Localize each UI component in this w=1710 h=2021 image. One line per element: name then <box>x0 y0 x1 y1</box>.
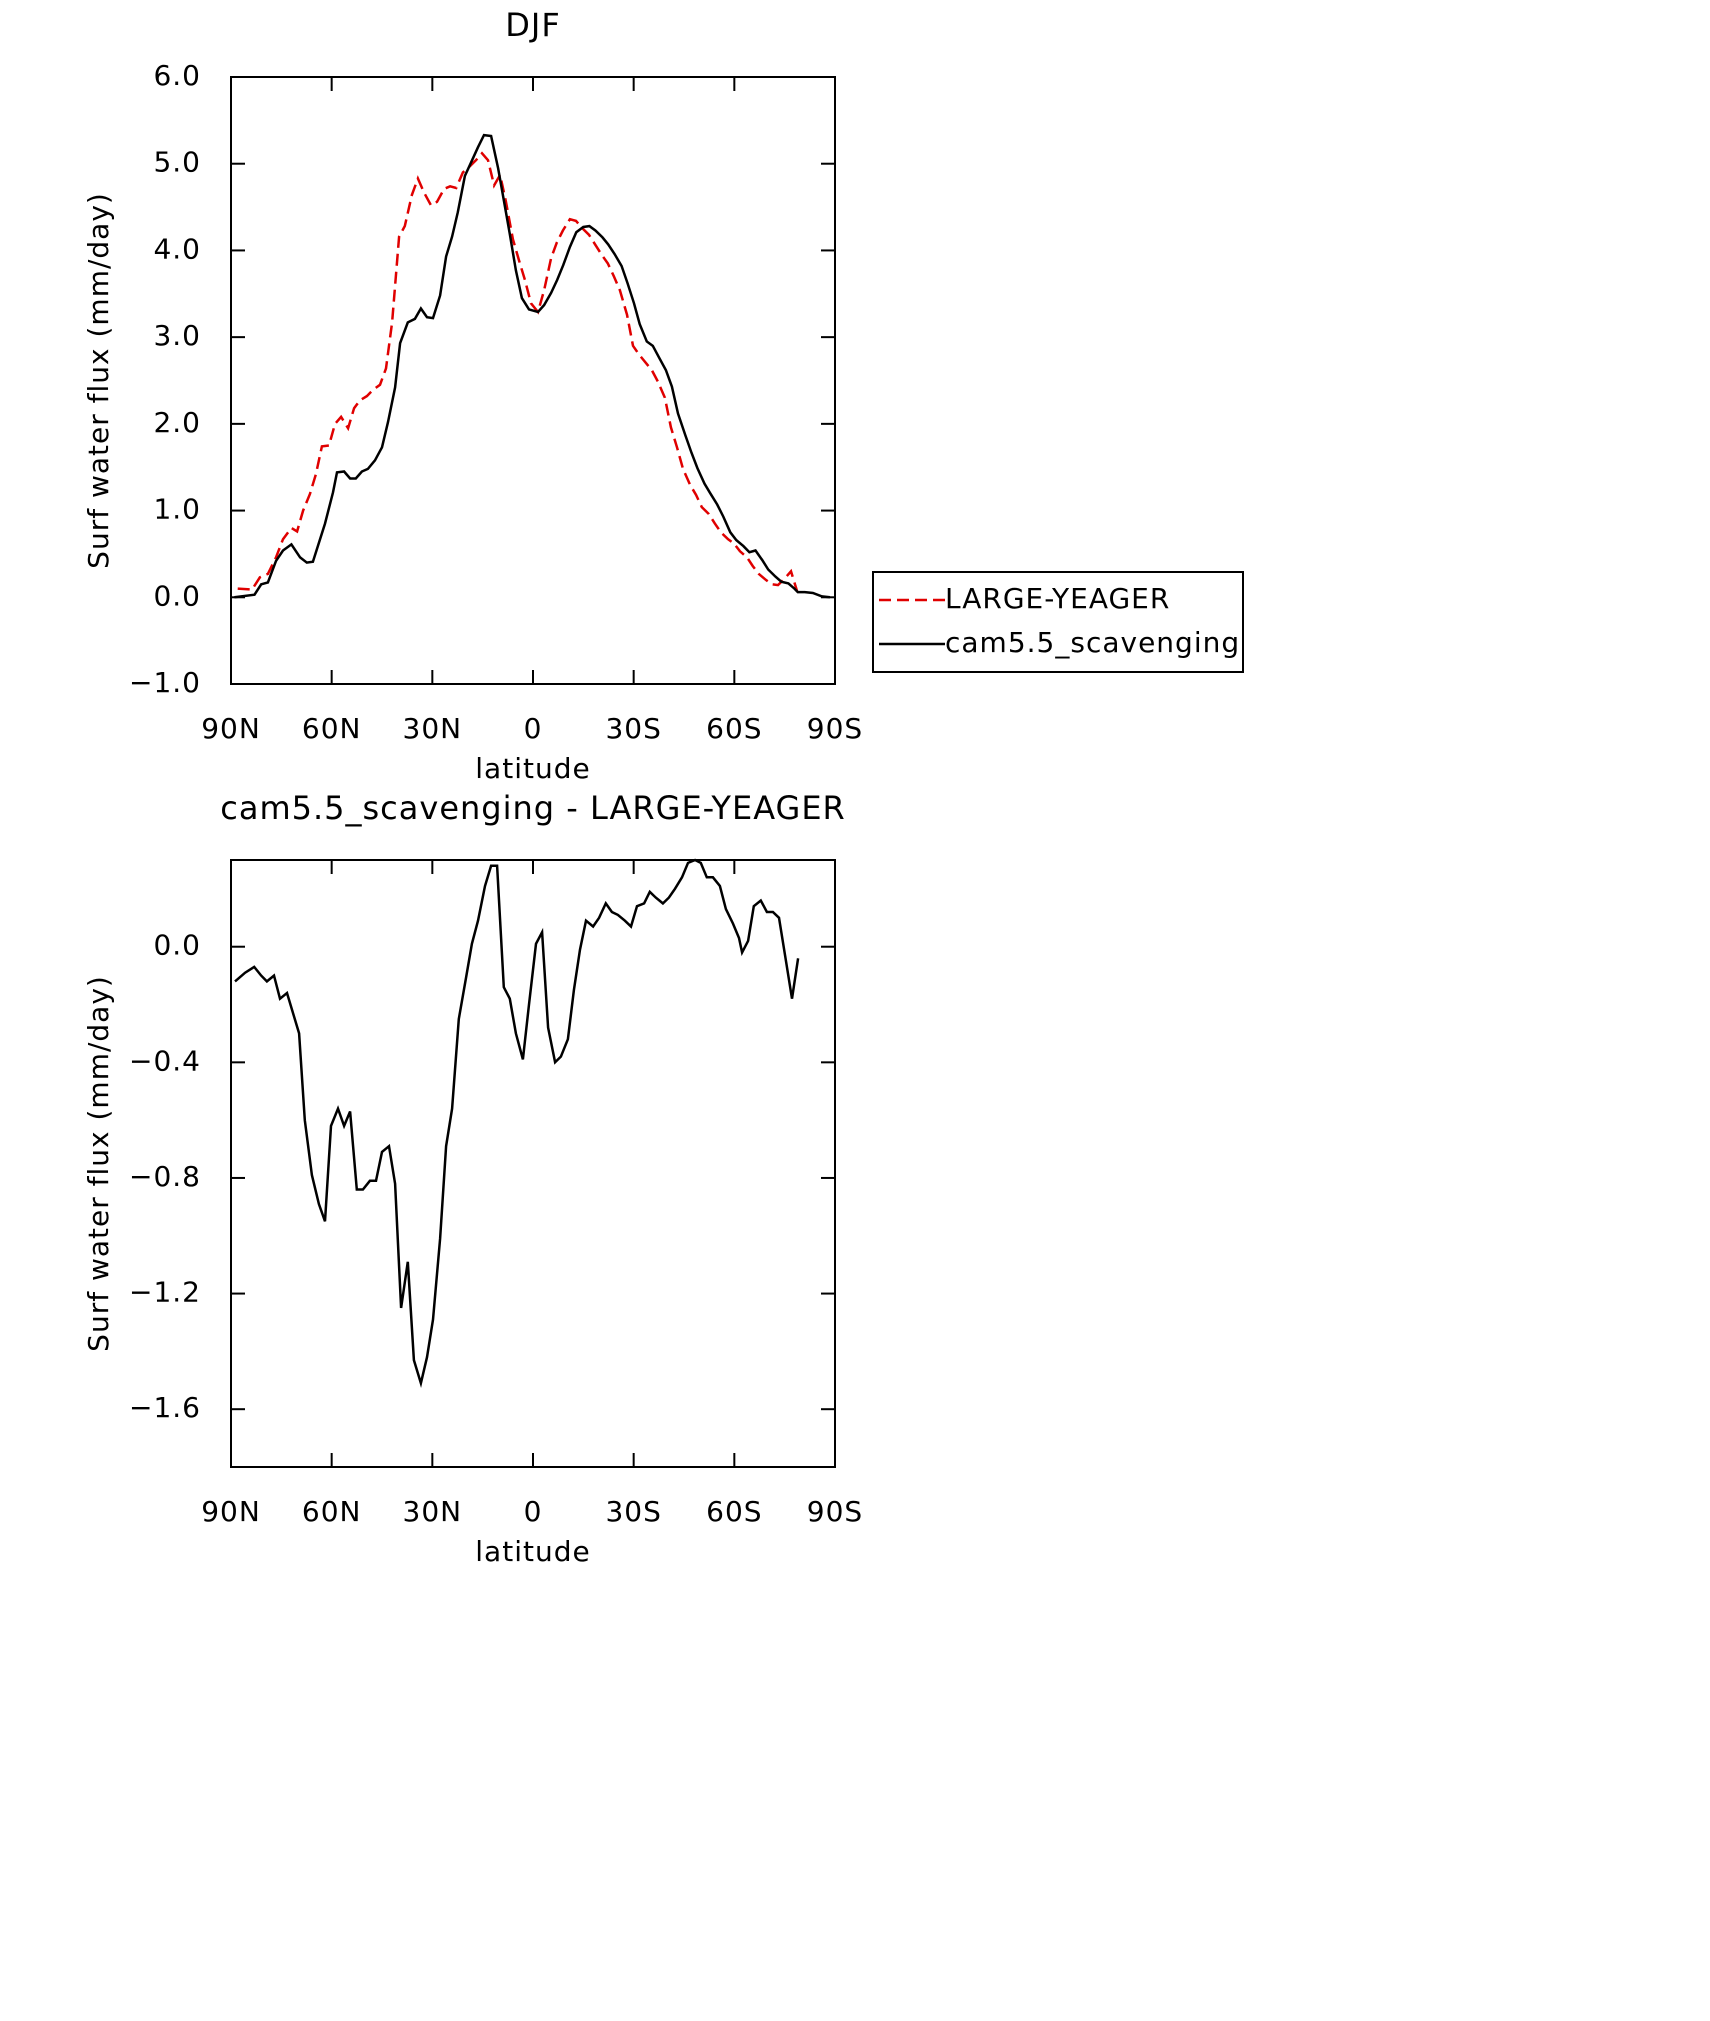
x-tick-label: 90N <box>201 1495 261 1528</box>
y-tick-label: 6.0 <box>153 59 201 92</box>
y-axis-label: Surf water flux (mm/day) <box>82 192 115 569</box>
y-tick-label: 0.0 <box>153 579 201 612</box>
x-tick-label: 30S <box>605 1495 661 1528</box>
y-tick-label: −0.8 <box>129 1160 201 1193</box>
legend-label: LARGE-YEAGER <box>945 582 1170 615</box>
x-tick-label: 0 <box>524 1495 543 1528</box>
y-tick-label: 3.0 <box>153 319 201 352</box>
y-tick-label: 4.0 <box>153 232 201 265</box>
y-tick-label: 5.0 <box>153 146 201 179</box>
x-axis-label: latitude <box>475 1535 590 1568</box>
x-tick-label: 60S <box>706 712 762 745</box>
x-tick-label: 0 <box>524 712 543 745</box>
legend-label: cam5.5_scavenging <box>945 626 1240 659</box>
legend-box <box>872 571 1244 673</box>
y-tick-label: 0.0 <box>153 929 201 962</box>
plot-frame <box>230 76 836 685</box>
y-tick-label: −1.2 <box>129 1276 201 1309</box>
y-tick-label: −1.0 <box>129 666 201 699</box>
x-tick-label: 30S <box>605 712 661 745</box>
x-tick-label: 90S <box>807 712 863 745</box>
x-tick-label: 60N <box>302 712 362 745</box>
chart-title: cam5.5_scavenging - LARGE-YEAGER <box>220 789 846 827</box>
data-line <box>234 133 831 599</box>
chart-title: DJF <box>505 6 560 44</box>
data-line <box>234 858 800 1389</box>
x-tick-label: 90N <box>201 712 261 745</box>
x-tick-label: 30N <box>403 712 463 745</box>
x-tick-label: 60S <box>706 1495 762 1528</box>
x-tick-label: 60N <box>302 1495 362 1528</box>
y-axis-label: Surf water flux (mm/day) <box>82 975 115 1352</box>
y-tick-label: 2.0 <box>153 406 201 439</box>
y-tick-label: −0.4 <box>129 1044 201 1077</box>
x-tick-label: 90S <box>807 1495 863 1528</box>
y-tick-label: −1.6 <box>129 1391 201 1424</box>
x-axis-label: latitude <box>475 752 590 785</box>
x-tick-label: 30N <box>403 1495 463 1528</box>
y-tick-label: 1.0 <box>153 493 201 526</box>
data-line <box>237 151 799 592</box>
plot-frame <box>230 859 836 1468</box>
